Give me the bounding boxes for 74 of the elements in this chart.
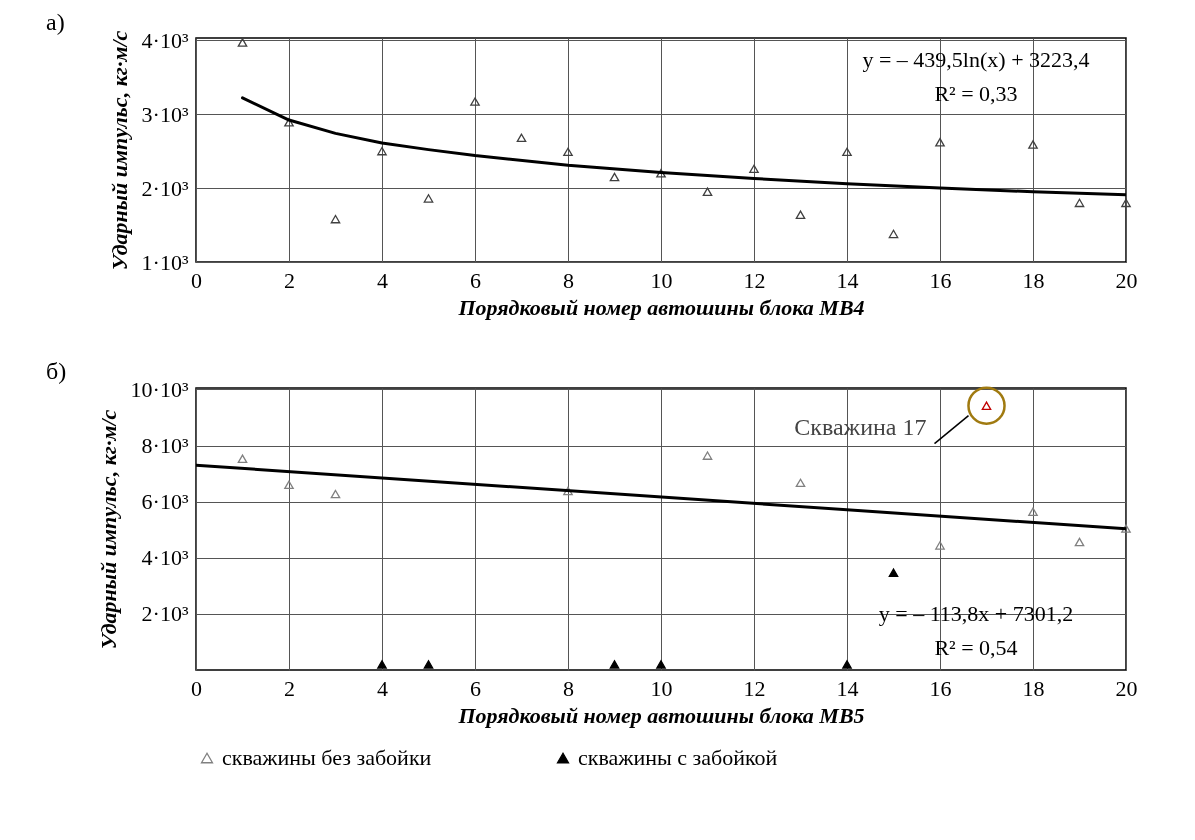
y-tick-label: 2·10³ [141, 601, 189, 627]
point [330, 214, 341, 224]
x-tick-label: 4 [377, 267, 388, 293]
point [795, 210, 806, 219]
point [842, 660, 852, 669]
point [1028, 140, 1038, 149]
point [702, 451, 713, 460]
y-tick-label: 2·10³ [141, 175, 189, 201]
point [284, 480, 294, 490]
point [423, 194, 434, 203]
point [1121, 524, 1131, 533]
x-tick-label: 14 [836, 675, 859, 701]
point [935, 137, 945, 147]
x-tick-label: 6 [470, 267, 481, 293]
point [888, 568, 899, 577]
y-tick-label: 4·10³ [141, 545, 189, 571]
point [1028, 507, 1038, 517]
point [516, 133, 527, 143]
point [470, 97, 480, 106]
x-tick-label: 6 [470, 675, 481, 701]
point [609, 172, 620, 182]
y-tick-label: 8·10³ [141, 433, 189, 459]
point [609, 660, 620, 669]
y-tick-label: 1·10³ [141, 249, 189, 275]
point [237, 454, 248, 463]
legend-label: скважины с забойкой [578, 745, 778, 770]
x-tick-label: 10 [650, 675, 673, 701]
point [842, 147, 852, 157]
point [423, 660, 434, 669]
point [563, 147, 573, 157]
point [377, 146, 387, 156]
chart-title: б) [46, 358, 67, 385]
point [563, 486, 573, 496]
point [888, 229, 899, 239]
legend-label: скважины без забойки [222, 745, 432, 770]
x-tick-label: 0 [191, 675, 202, 701]
point [935, 541, 945, 550]
y-axis-title: Ударный импульс, кг·м/с [106, 30, 132, 271]
x-tick-label: 16 [929, 675, 952, 701]
x-tick-label: 8 [563, 267, 574, 293]
point [1121, 198, 1131, 208]
x-tick-label: 16 [929, 267, 952, 293]
x-tick-label: 2 [284, 267, 295, 293]
point [237, 38, 248, 47]
y-axis-title: Ударный импульс, кг·м/с [95, 409, 121, 650]
y-tick-label: 4·10³ [141, 27, 189, 53]
point [749, 164, 759, 174]
point [377, 660, 387, 669]
x-tick-label: 10 [650, 267, 673, 293]
point [1074, 198, 1085, 208]
y-tick-label: 10·10³ [130, 376, 189, 402]
y-tick-label: 3·10³ [141, 101, 189, 127]
point [284, 118, 294, 127]
point [330, 489, 341, 499]
x-tick-label: 12 [743, 267, 766, 293]
x-tick-label: 4 [377, 675, 388, 701]
x-tick-label: 20 [1115, 267, 1138, 293]
point [656, 660, 666, 669]
x-axis-title: Порядковый номер автошины блока МВ5 [457, 702, 865, 728]
x-tick-label: 18 [1022, 675, 1045, 701]
x-tick-label: 20 [1115, 675, 1138, 701]
point [656, 169, 666, 178]
point [1074, 537, 1085, 547]
point [795, 478, 806, 488]
y-tick-label: 6·10³ [141, 489, 189, 515]
x-tick-label: 2 [284, 675, 295, 701]
x-tick-label: 14 [836, 267, 859, 293]
point [702, 187, 713, 197]
x-tick-label: 0 [191, 267, 202, 293]
x-tick-label: 12 [743, 675, 766, 701]
x-tick-label: 18 [1022, 267, 1045, 293]
chart-title: а) [46, 9, 65, 36]
x-axis-title: Порядковый номер автошины блока МВ4 [457, 294, 865, 320]
x-tick-label: 8 [563, 675, 574, 701]
